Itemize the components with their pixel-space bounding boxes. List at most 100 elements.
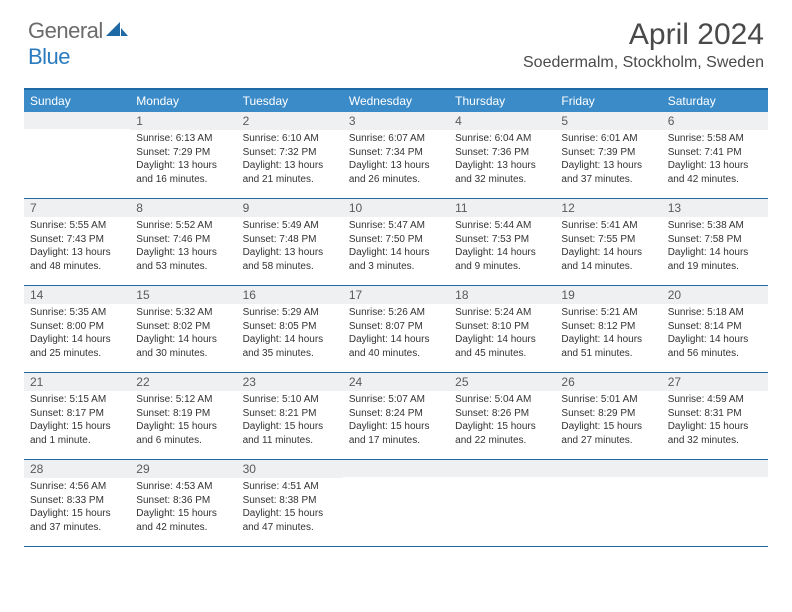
day-number: 18: [449, 286, 555, 304]
day-details: Sunrise: 4:56 AMSunset: 8:33 PMDaylight:…: [24, 478, 130, 538]
calendar-week: 7Sunrise: 5:55 AMSunset: 7:43 PMDaylight…: [24, 199, 768, 286]
sunrise-text: Sunrise: 5:24 AM: [455, 306, 549, 320]
sunrise-text: Sunrise: 5:32 AM: [136, 306, 230, 320]
day-details: Sunrise: 6:07 AMSunset: 7:34 PMDaylight:…: [343, 130, 449, 190]
calendar-week: 14Sunrise: 5:35 AMSunset: 8:00 PMDayligh…: [24, 286, 768, 373]
day-details: Sunrise: 6:10 AMSunset: 7:32 PMDaylight:…: [237, 130, 343, 190]
day-number: [555, 460, 661, 477]
sunset-text: Sunset: 7:41 PM: [668, 146, 762, 160]
sunset-text: Sunset: 8:21 PM: [243, 407, 337, 421]
weekday-header: Sunday: [24, 90, 130, 112]
calendar-day: 7Sunrise: 5:55 AMSunset: 7:43 PMDaylight…: [24, 199, 130, 285]
day-number: 25: [449, 373, 555, 391]
sunset-text: Sunset: 8:10 PM: [455, 320, 549, 334]
day-number: 26: [555, 373, 661, 391]
daylight-text: Daylight: 14 hours and 40 minutes.: [349, 333, 443, 360]
sunset-text: Sunset: 7:29 PM: [136, 146, 230, 160]
sunset-text: Sunset: 8:12 PM: [561, 320, 655, 334]
sunset-text: Sunset: 8:24 PM: [349, 407, 443, 421]
day-details: Sunrise: 6:13 AMSunset: 7:29 PMDaylight:…: [130, 130, 236, 190]
sunset-text: Sunset: 7:55 PM: [561, 233, 655, 247]
sunset-text: Sunset: 7:43 PM: [30, 233, 124, 247]
day-number: 22: [130, 373, 236, 391]
logo-sail-icon: [106, 22, 128, 43]
day-number: 23: [237, 373, 343, 391]
header: General Blue April 2024 Soedermalm, Stoc…: [0, 0, 792, 80]
day-number: 2: [237, 112, 343, 130]
logo: General Blue: [28, 18, 128, 70]
day-details: Sunrise: 6:04 AMSunset: 7:36 PMDaylight:…: [449, 130, 555, 190]
daylight-text: Daylight: 14 hours and 14 minutes.: [561, 246, 655, 273]
title-block: April 2024 Soedermalm, Stockholm, Sweden: [523, 18, 764, 72]
sunset-text: Sunset: 8:19 PM: [136, 407, 230, 421]
day-number: 29: [130, 460, 236, 478]
calendar-day: 25Sunrise: 5:04 AMSunset: 8:26 PMDayligh…: [449, 373, 555, 459]
sunset-text: Sunset: 7:50 PM: [349, 233, 443, 247]
calendar-day: [343, 460, 449, 546]
sunset-text: Sunset: 7:46 PM: [136, 233, 230, 247]
sunset-text: Sunset: 8:36 PM: [136, 494, 230, 508]
day-number: 5: [555, 112, 661, 130]
sunrise-text: Sunrise: 5:26 AM: [349, 306, 443, 320]
calendar-day: [555, 460, 661, 546]
calendar-week: 1Sunrise: 6:13 AMSunset: 7:29 PMDaylight…: [24, 112, 768, 199]
day-details: Sunrise: 5:47 AMSunset: 7:50 PMDaylight:…: [343, 217, 449, 277]
calendar-week: 21Sunrise: 5:15 AMSunset: 8:17 PMDayligh…: [24, 373, 768, 460]
calendar-day: 3Sunrise: 6:07 AMSunset: 7:34 PMDaylight…: [343, 112, 449, 198]
day-details: Sunrise: 5:21 AMSunset: 8:12 PMDaylight:…: [555, 304, 661, 364]
sunrise-text: Sunrise: 5:58 AM: [668, 132, 762, 146]
sunset-text: Sunset: 8:29 PM: [561, 407, 655, 421]
day-number: 3: [343, 112, 449, 130]
day-details: Sunrise: 6:01 AMSunset: 7:39 PMDaylight:…: [555, 130, 661, 190]
sunset-text: Sunset: 7:36 PM: [455, 146, 549, 160]
weekday-header: Friday: [555, 90, 661, 112]
day-details: Sunrise: 5:58 AMSunset: 7:41 PMDaylight:…: [662, 130, 768, 190]
day-details: Sunrise: 5:18 AMSunset: 8:14 PMDaylight:…: [662, 304, 768, 364]
sunrise-text: Sunrise: 6:07 AM: [349, 132, 443, 146]
sunrise-text: Sunrise: 5:55 AM: [30, 219, 124, 233]
day-number: 4: [449, 112, 555, 130]
daylight-text: Daylight: 13 hours and 26 minutes.: [349, 159, 443, 186]
day-number: [449, 460, 555, 477]
sunrise-text: Sunrise: 5:35 AM: [30, 306, 124, 320]
logo-text-blue: Blue: [28, 44, 70, 69]
day-details: Sunrise: 5:07 AMSunset: 8:24 PMDaylight:…: [343, 391, 449, 451]
calendar-day: 14Sunrise: 5:35 AMSunset: 8:00 PMDayligh…: [24, 286, 130, 372]
calendar-day: 18Sunrise: 5:24 AMSunset: 8:10 PMDayligh…: [449, 286, 555, 372]
calendar-day: 19Sunrise: 5:21 AMSunset: 8:12 PMDayligh…: [555, 286, 661, 372]
sunrise-text: Sunrise: 5:41 AM: [561, 219, 655, 233]
day-details: Sunrise: 5:24 AMSunset: 8:10 PMDaylight:…: [449, 304, 555, 364]
calendar-day: 22Sunrise: 5:12 AMSunset: 8:19 PMDayligh…: [130, 373, 236, 459]
day-number: 8: [130, 199, 236, 217]
day-details: Sunrise: 5:12 AMSunset: 8:19 PMDaylight:…: [130, 391, 236, 451]
calendar-day: 20Sunrise: 5:18 AMSunset: 8:14 PMDayligh…: [662, 286, 768, 372]
calendar-day: 9Sunrise: 5:49 AMSunset: 7:48 PMDaylight…: [237, 199, 343, 285]
calendar-day: 5Sunrise: 6:01 AMSunset: 7:39 PMDaylight…: [555, 112, 661, 198]
sunrise-text: Sunrise: 5:07 AM: [349, 393, 443, 407]
weekday-header: Saturday: [662, 90, 768, 112]
calendar-day: 13Sunrise: 5:38 AMSunset: 7:58 PMDayligh…: [662, 199, 768, 285]
calendar-day: 23Sunrise: 5:10 AMSunset: 8:21 PMDayligh…: [237, 373, 343, 459]
sunset-text: Sunset: 8:00 PM: [30, 320, 124, 334]
sunset-text: Sunset: 7:53 PM: [455, 233, 549, 247]
day-details: Sunrise: 5:55 AMSunset: 7:43 PMDaylight:…: [24, 217, 130, 277]
sunrise-text: Sunrise: 6:13 AM: [136, 132, 230, 146]
daylight-text: Daylight: 14 hours and 25 minutes.: [30, 333, 124, 360]
calendar: Sunday Monday Tuesday Wednesday Thursday…: [24, 88, 768, 547]
day-details: Sunrise: 5:35 AMSunset: 8:00 PMDaylight:…: [24, 304, 130, 364]
calendar-day: 10Sunrise: 5:47 AMSunset: 7:50 PMDayligh…: [343, 199, 449, 285]
sunrise-text: Sunrise: 5:47 AM: [349, 219, 443, 233]
daylight-text: Daylight: 14 hours and 45 minutes.: [455, 333, 549, 360]
weekday-header: Wednesday: [343, 90, 449, 112]
weeks-container: 1Sunrise: 6:13 AMSunset: 7:29 PMDaylight…: [24, 112, 768, 547]
sunset-text: Sunset: 8:26 PM: [455, 407, 549, 421]
daylight-text: Daylight: 15 hours and 1 minute.: [30, 420, 124, 447]
daylight-text: Daylight: 13 hours and 53 minutes.: [136, 246, 230, 273]
weekday-header: Thursday: [449, 90, 555, 112]
day-number: 11: [449, 199, 555, 217]
location-text: Soedermalm, Stockholm, Sweden: [523, 54, 764, 72]
calendar-day: 29Sunrise: 4:53 AMSunset: 8:36 PMDayligh…: [130, 460, 236, 546]
day-number: 20: [662, 286, 768, 304]
day-number: 16: [237, 286, 343, 304]
day-number: [343, 460, 449, 477]
